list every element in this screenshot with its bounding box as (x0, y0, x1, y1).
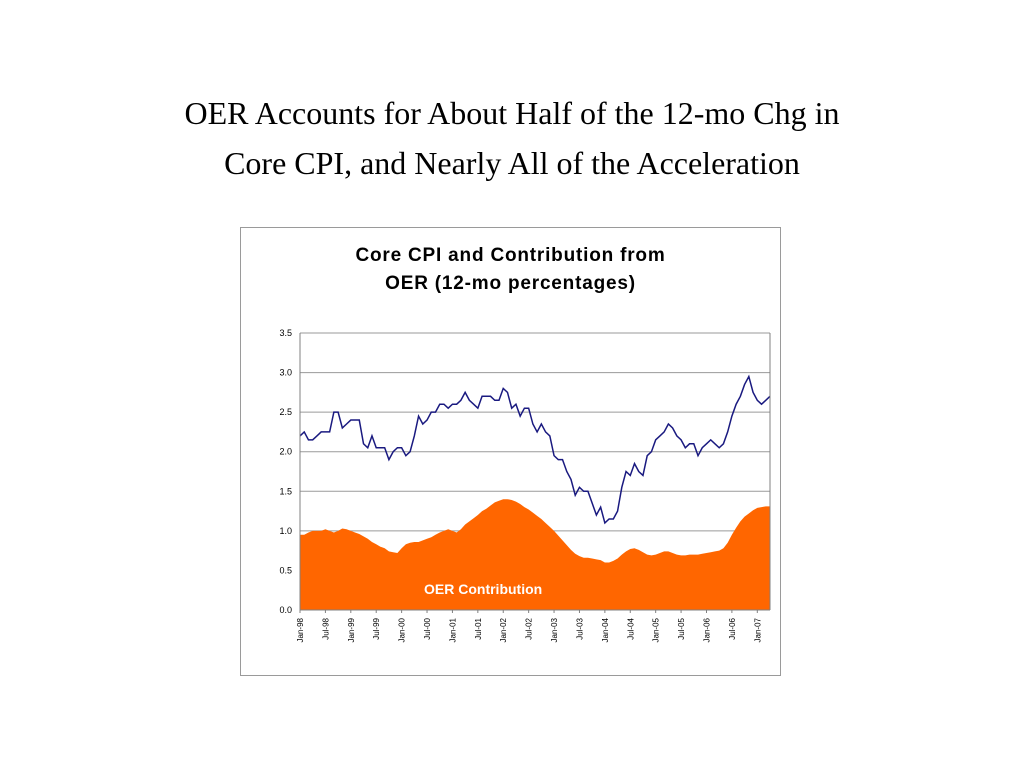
slide-title: OER Accounts for About Half of the 12-mo… (0, 88, 1024, 188)
x-tick-labels: Jan-98 Jul-98 Jan-99 Jul-99 Jan-00 Jul-00 Jan-… (296, 617, 762, 642)
x-tick-label: Jul-99 (372, 617, 381, 639)
x-tick-label: Jan-07 (753, 617, 762, 642)
chart-title: Core CPI and Contribution from OER (12-m… (241, 242, 780, 298)
x-tick-label: Jan-98 (296, 617, 305, 642)
y-tick-label: 1.0 (279, 526, 292, 536)
x-tick-label: Jan-99 (347, 617, 356, 642)
y-tick-labels: 3.5 3.0 2.5 2.0 1.5 1.0 0.5 0.0 (279, 328, 292, 615)
y-tick-label: 1.5 (279, 486, 292, 496)
y-tick-label: 3.5 (279, 328, 292, 338)
oer-contribution-area (300, 499, 770, 610)
chart-plot: 3.53.02.52.01.51.00.50.0 Jan-98 Jul-98 Jan… (279, 328, 771, 642)
x-tick-label: Jul-98 (321, 617, 330, 639)
x-tick-label: Jul-06 (728, 617, 737, 639)
x-tick-label: Jan-01 (448, 617, 457, 642)
y-tick-label: 0.0 (279, 605, 292, 615)
chart-title-line-2: OER (12-mo percentages) (385, 273, 636, 294)
oer-contribution-annotation: OER Contribution (424, 581, 542, 597)
x-tick-label: Jul-00 (423, 617, 432, 639)
x-tick-label: Jul-04 (626, 617, 635, 639)
x-tick-label: Jan-00 (398, 617, 407, 642)
y-tick-label: 3.0 (279, 368, 292, 378)
x-tick-label: Jul-05 (677, 617, 686, 639)
x-tick-label: Jan-05 (652, 617, 661, 642)
chart-frame: Core CPI and Contribution from OER (12-m… (240, 227, 781, 676)
slide-title-line-1: OER Accounts for About Half of the 12-mo… (184, 95, 840, 131)
core-cpi-line (299, 374, 771, 525)
y-tick-label: 2.0 (279, 447, 292, 457)
chart-title-line-1: Core CPI and Contribution from (355, 245, 666, 266)
x-tick-label: Jan-04 (601, 617, 610, 642)
x-tick-label: Jul-01 (474, 617, 483, 639)
x-tick-label: Jul-02 (525, 617, 534, 639)
y-tick-label: 2.5 (279, 407, 292, 417)
x-tick-label: Jan-02 (499, 617, 508, 642)
slide-title-line-2: Core CPI, and Nearly All of the Accelera… (224, 145, 800, 181)
y-tick-label: 0.5 (279, 565, 292, 575)
x-tick-label: Jan-03 (550, 617, 559, 642)
axes (299, 333, 771, 613)
x-tick-label: Jul-03 (575, 617, 584, 639)
x-tick-label: Jan-06 (702, 617, 711, 642)
